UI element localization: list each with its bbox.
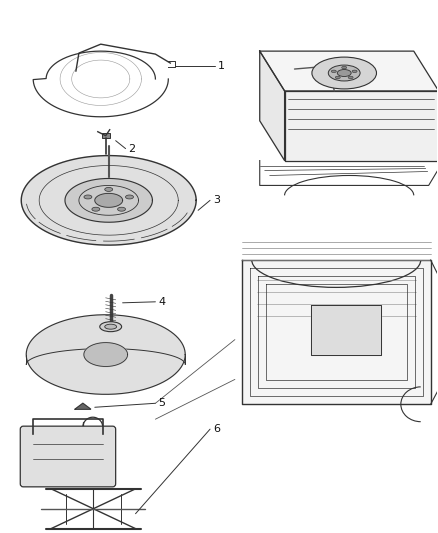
Polygon shape	[95, 193, 123, 207]
Ellipse shape	[84, 195, 92, 199]
Polygon shape	[260, 51, 438, 91]
Polygon shape	[75, 403, 91, 409]
Polygon shape	[65, 179, 152, 222]
FancyBboxPatch shape	[102, 133, 110, 138]
Polygon shape	[260, 51, 285, 160]
Ellipse shape	[105, 324, 117, 329]
Text: 1: 1	[218, 61, 225, 71]
Text: 4: 4	[159, 297, 166, 307]
Polygon shape	[84, 343, 127, 367]
Ellipse shape	[336, 76, 340, 79]
Ellipse shape	[105, 188, 113, 191]
Ellipse shape	[117, 207, 126, 211]
Polygon shape	[285, 91, 438, 160]
Ellipse shape	[100, 322, 122, 332]
Ellipse shape	[342, 66, 347, 69]
Polygon shape	[242, 260, 431, 404]
Text: 2: 2	[129, 143, 136, 154]
Ellipse shape	[92, 207, 100, 211]
Text: 6: 6	[213, 424, 220, 434]
Polygon shape	[26, 315, 185, 394]
Ellipse shape	[337, 69, 351, 77]
Ellipse shape	[126, 195, 134, 199]
FancyBboxPatch shape	[20, 426, 116, 487]
Polygon shape	[21, 156, 196, 245]
Ellipse shape	[331, 70, 336, 72]
Ellipse shape	[328, 65, 360, 81]
Ellipse shape	[348, 76, 353, 79]
Ellipse shape	[312, 57, 377, 89]
Ellipse shape	[352, 70, 357, 72]
Text: 5: 5	[159, 398, 166, 408]
Polygon shape	[311, 305, 381, 354]
Text: 3: 3	[213, 196, 220, 205]
